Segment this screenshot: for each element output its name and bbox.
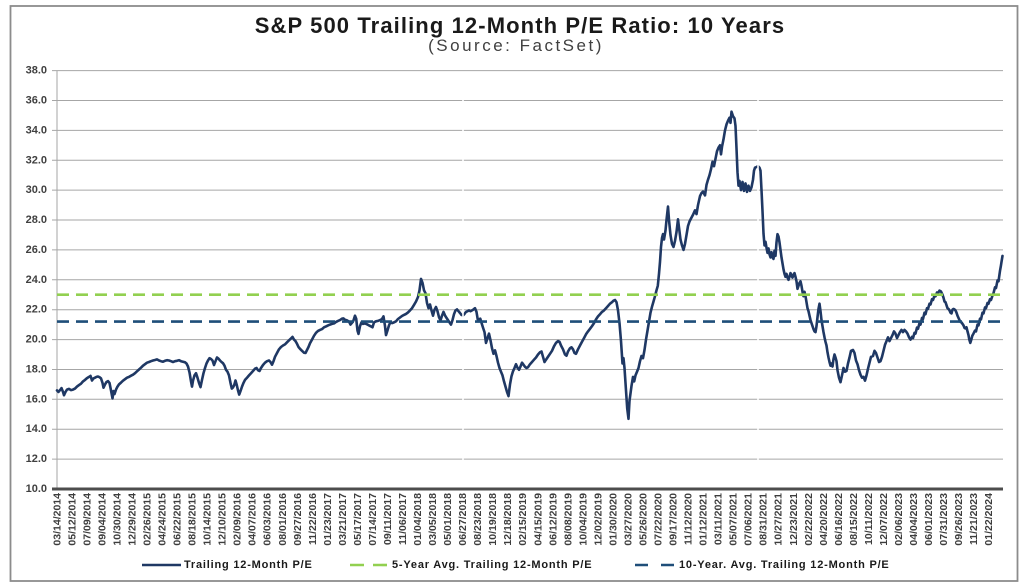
svg-text:03/21/2017: 03/21/2017: [337, 493, 349, 546]
svg-text:01/30/2020: 01/30/2020: [607, 493, 619, 546]
svg-text:07/22/2020: 07/22/2020: [653, 493, 665, 546]
svg-text:38.0: 38.0: [26, 65, 47, 77]
svg-text:16.0: 16.0: [26, 393, 47, 405]
svg-text:08/31/2021: 08/31/2021: [758, 493, 770, 546]
svg-text:12/02/2019: 12/02/2019: [592, 493, 604, 546]
svg-text:(Source: FactSet): (Source: FactSet): [428, 36, 604, 55]
svg-text:20.0: 20.0: [26, 334, 47, 346]
svg-text:06/03/2016: 06/03/2016: [262, 493, 274, 546]
svg-text:04/07/2016: 04/07/2016: [247, 493, 259, 546]
svg-text:08/23/2018: 08/23/2018: [472, 493, 484, 546]
svg-text:01/22/2024: 01/22/2024: [983, 493, 995, 546]
svg-text:08/18/2015: 08/18/2015: [187, 493, 199, 546]
svg-text:03/14/2014: 03/14/2014: [51, 493, 63, 546]
svg-text:01/23/2017: 01/23/2017: [322, 493, 334, 546]
svg-text:07/31/2023: 07/31/2023: [938, 493, 950, 546]
svg-text:06/22/2015: 06/22/2015: [172, 493, 184, 546]
svg-text:09/26/2023: 09/26/2023: [953, 493, 965, 546]
svg-text:18.0: 18.0: [26, 364, 47, 376]
svg-text:06/12/2019: 06/12/2019: [547, 493, 559, 546]
svg-text:08/15/2022: 08/15/2022: [848, 493, 860, 546]
svg-text:05/01/2018: 05/01/2018: [442, 493, 454, 546]
svg-text:03/11/2021: 03/11/2021: [713, 493, 725, 545]
svg-text:06/27/2018: 06/27/2018: [457, 493, 469, 546]
svg-text:12/29/2014: 12/29/2014: [126, 493, 138, 546]
svg-text:10/14/2015: 10/14/2015: [202, 493, 214, 546]
svg-text:26.0: 26.0: [26, 244, 47, 256]
svg-text:04/24/2015: 04/24/2015: [157, 493, 169, 546]
svg-text:07/06/2021: 07/06/2021: [743, 493, 755, 546]
svg-text:Trailing 12-Month P/E: Trailing 12-Month P/E: [184, 559, 313, 571]
svg-text:09/04/2014: 09/04/2014: [96, 493, 108, 546]
svg-text:08/01/2016: 08/01/2016: [277, 493, 289, 546]
svg-text:02/15/2019: 02/15/2019: [517, 493, 529, 546]
svg-text:07/14/2017: 07/14/2017: [367, 493, 379, 546]
svg-text:36.0: 36.0: [26, 95, 47, 107]
svg-text:14.0: 14.0: [26, 423, 47, 435]
svg-text:24.0: 24.0: [26, 274, 47, 286]
svg-text:10/11/2022: 10/11/2022: [863, 493, 875, 545]
svg-text:04/04/2023: 04/04/2023: [908, 493, 920, 546]
svg-text:12/10/2015: 12/10/2015: [217, 493, 229, 546]
svg-text:30.0: 30.0: [26, 184, 47, 196]
svg-text:11/21/2023: 11/21/2023: [968, 493, 980, 545]
svg-text:09/27/2016: 09/27/2016: [292, 493, 304, 546]
svg-text:02/26/2015: 02/26/2015: [142, 493, 154, 546]
svg-text:05/17/2017: 05/17/2017: [352, 493, 364, 546]
svg-text:12/23/2021: 12/23/2021: [788, 493, 800, 546]
svg-text:10/30/2014: 10/30/2014: [111, 493, 123, 546]
svg-text:12/07/2022: 12/07/2022: [878, 493, 890, 546]
svg-text:04/15/2019: 04/15/2019: [532, 493, 544, 546]
svg-text:10/19/2018: 10/19/2018: [487, 493, 499, 546]
svg-text:10/27/2021: 10/27/2021: [773, 493, 785, 546]
svg-text:06/16/2022: 06/16/2022: [833, 493, 845, 546]
svg-text:11/22/2016: 11/22/2016: [307, 493, 319, 545]
svg-text:12.0: 12.0: [26, 453, 47, 465]
svg-text:02/06/2023: 02/06/2023: [893, 493, 905, 546]
svg-text:34.0: 34.0: [26, 124, 47, 136]
svg-text:10.0: 10.0: [26, 483, 47, 495]
svg-text:S&P 500 Trailing 12-Month P/E: S&P 500 Trailing 12-Month P/E Ratio: 10 …: [255, 13, 785, 38]
svg-text:09/17/2020: 09/17/2020: [668, 493, 680, 546]
svg-text:05/07/2021: 05/07/2021: [728, 493, 740, 546]
svg-text:07/09/2014: 07/09/2014: [81, 493, 93, 546]
svg-text:04/20/2022: 04/20/2022: [818, 493, 830, 546]
svg-text:09/11/2017: 09/11/2017: [382, 493, 394, 545]
svg-text:22.0: 22.0: [26, 304, 47, 316]
svg-text:08/08/2019: 08/08/2019: [562, 493, 574, 546]
svg-text:32.0: 32.0: [26, 154, 47, 166]
svg-text:5-Year Avg. Trailing 12-Month: 5-Year Avg. Trailing 12-Month P/E: [392, 559, 592, 571]
svg-text:10/04/2019: 10/04/2019: [577, 493, 589, 546]
svg-text:02/09/2016: 02/09/2016: [232, 493, 244, 546]
svg-text:10-Year. Avg. Trailing 12-Mont: 10-Year. Avg. Trailing 12-Month P/E: [679, 559, 890, 571]
svg-text:06/01/2023: 06/01/2023: [923, 493, 935, 546]
svg-text:11/06/2017: 11/06/2017: [397, 493, 409, 545]
svg-text:05/12/2014: 05/12/2014: [66, 493, 78, 546]
svg-text:05/26/2020: 05/26/2020: [638, 493, 650, 546]
svg-text:01/04/2018: 01/04/2018: [412, 493, 424, 546]
svg-text:03/27/2020: 03/27/2020: [622, 493, 634, 546]
svg-text:02/22/2022: 02/22/2022: [803, 493, 815, 546]
svg-text:11/12/2020: 11/12/2020: [683, 493, 695, 545]
svg-text:03/05/2018: 03/05/2018: [427, 493, 439, 546]
svg-text:28.0: 28.0: [26, 214, 47, 226]
svg-text:12/18/2018: 12/18/2018: [502, 493, 514, 546]
svg-text:01/12/2021: 01/12/2021: [698, 493, 710, 546]
